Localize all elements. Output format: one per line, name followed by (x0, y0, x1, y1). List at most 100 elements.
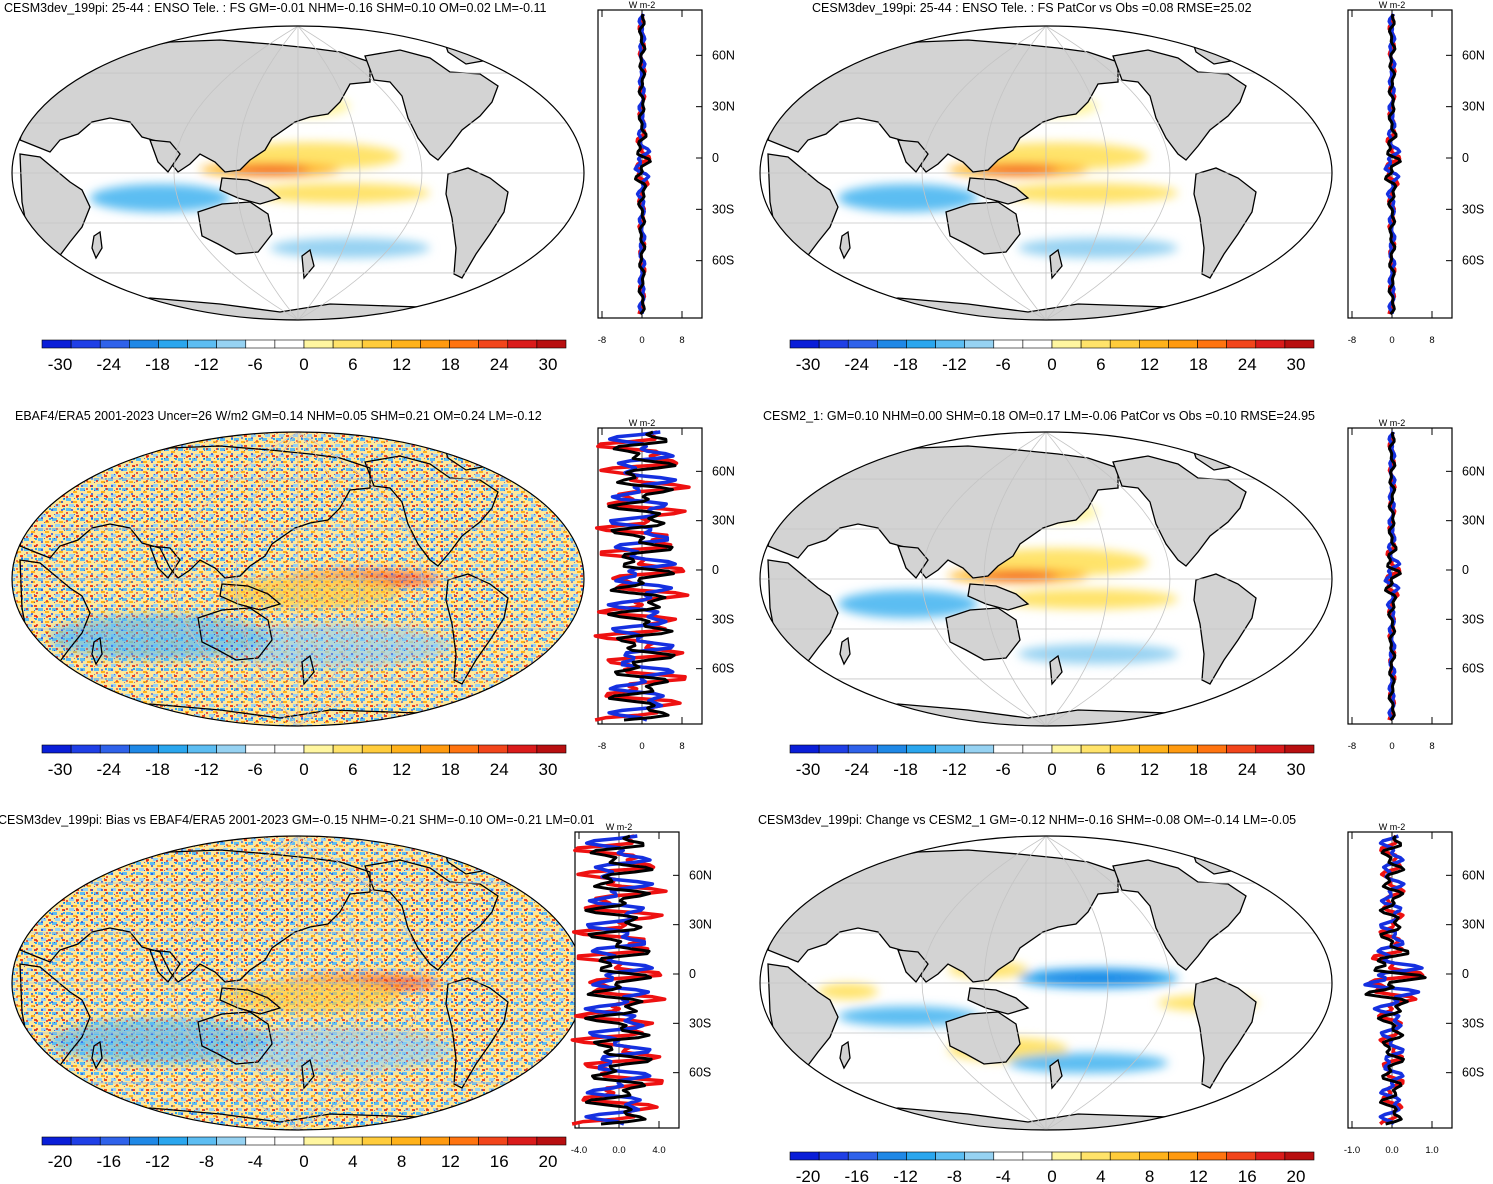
anomaly-blob (250, 182, 430, 203)
zonal-curve-obs (1363, 834, 1424, 1126)
lat-label: 0 (689, 967, 696, 981)
colorbar-swatch (1051, 1151, 1082, 1161)
colorbar-swatch (1109, 339, 1140, 349)
colorbar-swatch (993, 1151, 1024, 1161)
meridian-line (297, 26, 423, 320)
colorbar-swatch (507, 744, 538, 754)
continent (839, 1040, 851, 1070)
land-speckle-fill (302, 1060, 314, 1088)
colorbar-swatch (964, 1151, 995, 1161)
colorbar-tick-label: 6 (1096, 355, 1105, 374)
zonal-frame (1347, 9, 1453, 319)
colorbar-tick-label: -24 (97, 355, 122, 374)
continent (1112, 49, 1247, 161)
colorbar-swatch (1168, 744, 1198, 754)
continent (1049, 1058, 1063, 1090)
colorbar-swatch (1168, 339, 1198, 349)
colorbar-swatch (964, 339, 995, 349)
panel-title: CESM2_1: GM=0.10 NHM=0.00 SHM=0.18 OM=0.… (763, 409, 1315, 423)
continent (945, 607, 1021, 661)
colorbar-swatch (1168, 1151, 1198, 1161)
colorbar-swatch (303, 1136, 334, 1146)
map-field (12, 836, 584, 1130)
colorbar-swatch (274, 744, 305, 754)
colorbar-swatch (1197, 339, 1227, 349)
zonal-curve-obs (1383, 431, 1402, 721)
anomaly-blob (998, 182, 1178, 203)
colorbar-tick-label: -8 (199, 1152, 214, 1171)
colorbar-swatch (877, 1151, 907, 1161)
zonal-mean-panel-4: 60N 30N 0 30S 60S -8 0 8 W m-2 (1347, 418, 1485, 752)
colorbar-swatch (935, 1151, 965, 1161)
colorbar-swatch (41, 339, 72, 349)
colorbar-tick-label: 6 (348, 355, 357, 374)
meridian-line (1045, 836, 1171, 1130)
x-tick-label: -1.0 (1344, 1145, 1360, 1156)
graticule (12, 432, 584, 726)
colorbar-swatch (332, 339, 363, 349)
colorbar-tick-label: 16 (490, 1152, 509, 1171)
anomaly-blob (1008, 1052, 1168, 1073)
colorbar-tick-label: -20 (796, 1167, 821, 1184)
continent (897, 545, 929, 580)
colorbar-swatch (187, 339, 217, 349)
zonal-mean-panel-3: 60N 30N 0 30S 60S -8 0 8 W m-2 (593, 418, 735, 752)
colorbar-swatch (478, 339, 509, 349)
colorbar-swatch (1226, 1151, 1257, 1161)
colorbar-tick-label: -18 (145, 355, 170, 374)
colorbar-tick-label: -12 (893, 1167, 918, 1184)
lat-label: 0 (712, 563, 719, 577)
colorbar-tick-label: 30 (1287, 355, 1306, 374)
colorbar-swatch (41, 744, 72, 754)
colorbar-tick-label: -30 (48, 760, 73, 779)
anomaly-blob (978, 571, 1058, 580)
colorbar-swatch (877, 744, 907, 754)
colorbar-tick-label: -24 (97, 760, 122, 779)
colorbar-swatch (274, 339, 305, 349)
colorbar-swatch (1284, 744, 1315, 754)
anomaly-blob (998, 588, 1178, 609)
meridian-line (235, 836, 299, 1130)
colorbar-tick-label: 16 (1238, 1167, 1257, 1184)
lat-label: 60S (712, 662, 734, 676)
colorbar-swatch (216, 339, 247, 349)
colorbar-swatch (216, 1136, 247, 1146)
colorbar-swatch (1197, 744, 1227, 754)
colorbar-tick-label: 0 (1047, 1167, 1056, 1184)
x-tick-label: -4.0 (571, 1145, 587, 1156)
zonal-curve-obs (606, 430, 678, 722)
anomaly-blob (270, 237, 430, 258)
colorbar-swatch (1022, 744, 1053, 754)
colorbar-tick-label: 30 (539, 355, 558, 374)
lat-label: 60S (712, 254, 734, 268)
colorbar-swatch (158, 1136, 188, 1146)
meridian-line (297, 432, 361, 726)
x-tick-label: 0.0 (612, 1145, 625, 1156)
lat-label: 30N (1462, 100, 1485, 114)
meridian-line (1045, 26, 1171, 320)
lat-label: 60S (1462, 662, 1484, 676)
colorbar-swatch (1022, 1151, 1053, 1161)
colorbar-swatch (906, 339, 936, 349)
colorbar-tick-label: 30 (539, 760, 558, 779)
colorbar-swatch (391, 744, 421, 754)
colorbar-swatch (70, 339, 101, 349)
meridian-line (1045, 26, 1109, 320)
colorbar-swatch (420, 339, 450, 349)
colorbar-swatch (818, 744, 849, 754)
anomaly-blob (1018, 237, 1178, 258)
lat-label: 30S (1462, 612, 1484, 626)
anomaly-blob (818, 983, 878, 1000)
colorbar-swatch (1109, 744, 1140, 754)
colorbar-tick-label: 18 (1189, 760, 1208, 779)
colorbar-3: -30 -24 -18 -12 -6 0 6 12 18 24 30 (41, 744, 567, 779)
colorbar-swatch (536, 744, 567, 754)
colorbar-swatch (1284, 339, 1315, 349)
colorbar-tick-label: 24 (1238, 355, 1257, 374)
colorbar-6: -20 -16 -12 -8 -4 0 4 8 12 16 20 (789, 1151, 1315, 1184)
x-tick-label: -8 (1348, 741, 1356, 752)
colorbar-tick-label: -24 (845, 355, 870, 374)
zonal-curve-mean (607, 430, 677, 722)
continent (364, 49, 499, 161)
colorbar-tick-label: -16 (97, 1152, 122, 1171)
